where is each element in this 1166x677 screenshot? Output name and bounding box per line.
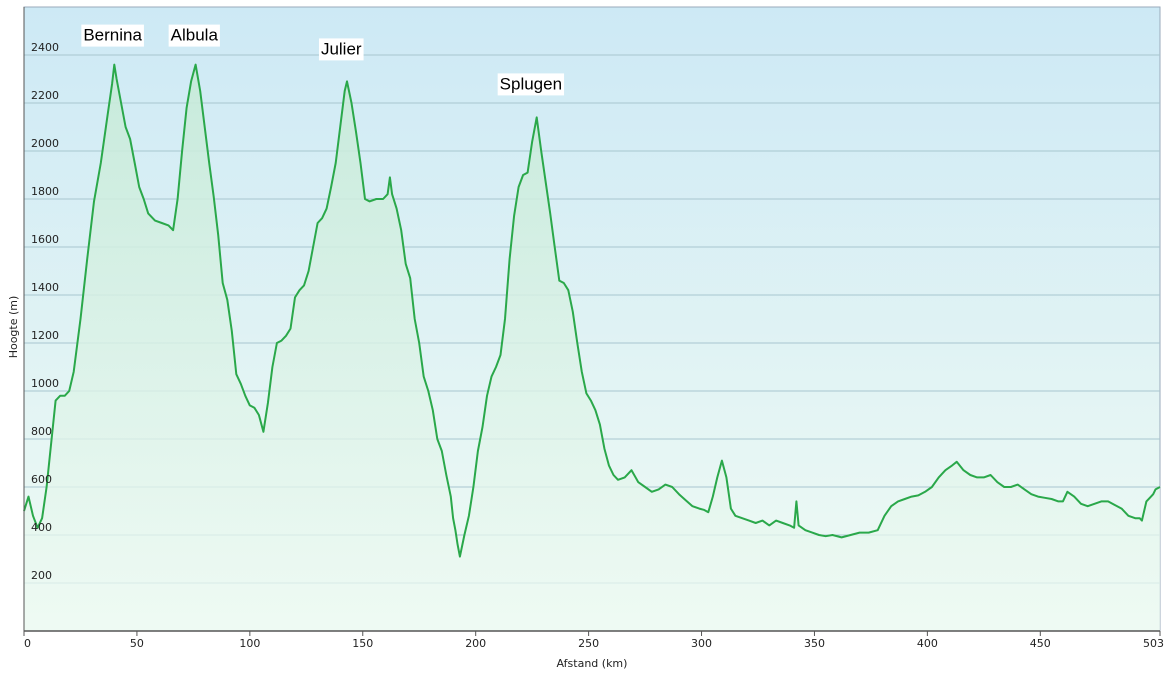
x-tick-label: 503 [1143,637,1164,650]
x-tick-label: 150 [352,637,373,650]
y-tick-label: 800 [31,425,52,438]
x-tick-label: 300 [691,637,712,650]
peak-label-bernina: Bernina [81,24,144,47]
y-tick-label: 1000 [31,377,59,390]
peak-label-background [168,24,220,47]
peak-label-background [497,73,565,96]
x-tick-label: 200 [465,637,486,650]
x-tick-label: 350 [804,637,825,650]
x-tick-label: 50 [130,637,144,650]
x-tick-label: 250 [578,637,599,650]
peak-label-text: Bernina [83,26,142,45]
x-axis-ticks: 0 50 100 150 200 250 300 350 400 450 503 [23,631,1164,650]
peak-label-text: Julier [321,39,362,58]
peak-annotations: Bernina Albula Julier Splugen [81,24,565,96]
peak-label-text: Albula [171,26,219,45]
y-tick-label: 2400 [31,41,59,54]
y-tick-label: 400 [31,521,52,534]
y-tick-label: 2200 [31,89,59,102]
x-tick-label: 0 [24,637,31,650]
y-tick-label: 1600 [31,233,59,246]
axes [23,7,1160,632]
y-tick-label: 1800 [31,185,59,198]
x-tick-label: 400 [917,637,938,650]
y-tick-label: 200 [31,569,52,582]
peak-label-text: Splugen [500,74,562,93]
peak-label-background [81,24,144,47]
y-tick-label: 2000 [31,137,59,150]
peak-label-albula: Albula [168,24,220,47]
x-tick-label: 450 [1030,637,1051,650]
elevation-line [23,63,1161,558]
y-tick-label: 1200 [31,329,59,342]
peak-label-julier: Julier [318,38,364,61]
peak-label-background [318,38,364,61]
peak-label-splugen: Splugen [497,73,565,96]
y-tick-label: 1400 [31,281,59,294]
x-axis-title: Afstand (km) [557,657,628,670]
x-tick-label: 100 [239,637,260,650]
y-tick-label: 600 [31,473,52,486]
y-axis-ticks: 200 400 600 800 1000 1200 1400 1600 1800 2000 2200… [31,41,59,582]
y-axis-title: Hoogte (m) [7,296,20,359]
elevation-area [24,64,1160,632]
